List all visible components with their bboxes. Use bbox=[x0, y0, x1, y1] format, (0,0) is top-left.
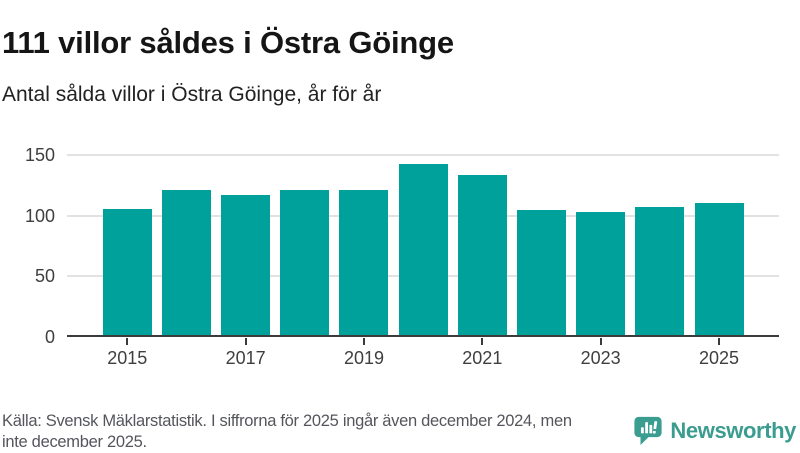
x-axis-tick-label: 2023 bbox=[580, 348, 621, 368]
newsworthy-logo-icon bbox=[633, 415, 663, 446]
page-title: 111 villor såldes i Östra Göinge bbox=[2, 24, 454, 60]
bar-2015 bbox=[102, 208, 152, 337]
x-axis-tick-label: 2021 bbox=[462, 348, 503, 368]
x-axis-tick bbox=[481, 337, 484, 345]
source-note-line1: Källa: Svensk Mäklarstatistik. I siffror… bbox=[2, 412, 572, 430]
source-note: Källa: Svensk Mäklarstatistik. I siffror… bbox=[2, 411, 572, 453]
x-axis-tick bbox=[244, 337, 247, 345]
x-axis-tick-label: 2025 bbox=[698, 348, 740, 368]
y-axis-tick-label: 0 bbox=[44, 326, 55, 347]
x-axis-tick bbox=[362, 337, 365, 345]
x-axis-tick bbox=[599, 337, 602, 345]
x-axis-tick bbox=[126, 337, 129, 345]
newsworthy-logo[interactable]: Newsworthy bbox=[633, 415, 796, 446]
bar-2022 bbox=[516, 209, 566, 337]
x-axis-tick-label: 2017 bbox=[225, 348, 266, 368]
source-note-line2: inte december 2025. bbox=[2, 433, 147, 451]
bar-2019 bbox=[339, 190, 389, 337]
newsworthy-logo-text: Newsworthy bbox=[670, 417, 796, 443]
bar-2024 bbox=[635, 207, 685, 337]
chart-subtitle: Antal sålda villor i Östra Göinge, år fö… bbox=[2, 83, 382, 106]
bar-2017 bbox=[221, 195, 271, 337]
x-axis-tick-label: 2019 bbox=[343, 348, 384, 368]
y-axis-tick-label: 50 bbox=[34, 266, 55, 287]
x-axis-line bbox=[67, 335, 779, 337]
bar-2020 bbox=[398, 163, 448, 337]
bar-2018 bbox=[280, 190, 330, 337]
bar-2016 bbox=[161, 190, 211, 337]
bar-2023 bbox=[576, 212, 626, 337]
y-axis-tick-label: 100 bbox=[24, 205, 55, 226]
bar-2025 bbox=[694, 202, 744, 337]
x-axis-tick bbox=[718, 337, 720, 345]
y-axis-tick-label: 150 bbox=[24, 145, 55, 166]
bar-2021 bbox=[457, 174, 507, 337]
x-axis-tick-label: 2015 bbox=[107, 348, 148, 368]
gridline bbox=[67, 154, 779, 157]
